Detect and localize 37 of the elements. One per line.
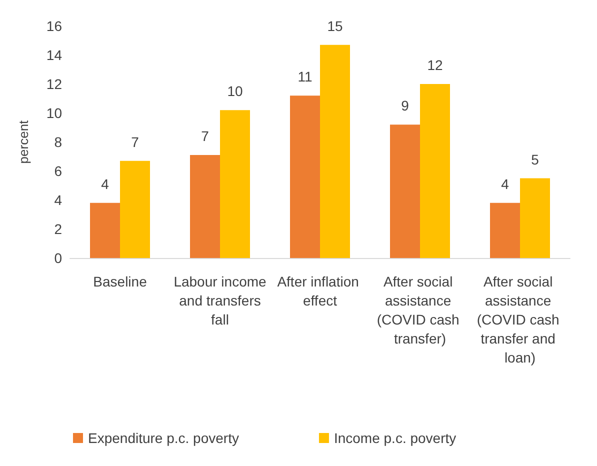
bar bbox=[190, 155, 220, 258]
data-label: 15 bbox=[327, 18, 343, 34]
data-label: 10 bbox=[227, 83, 243, 100]
bar bbox=[320, 44, 350, 258]
legend-label: Income p.c. poverty bbox=[334, 430, 456, 446]
y-axis-title: percent bbox=[16, 120, 31, 164]
legend-label: Expenditure p.c. poverty bbox=[88, 430, 239, 446]
bar bbox=[490, 202, 520, 258]
bar bbox=[90, 202, 120, 258]
y-tick-label: 10 bbox=[46, 105, 62, 121]
data-label: 9 bbox=[401, 98, 410, 114]
y-tick-label: 6 bbox=[54, 163, 62, 179]
bar bbox=[390, 124, 420, 258]
data-label: 11 bbox=[298, 68, 312, 85]
x-tick-label: After inflation effect bbox=[277, 274, 363, 308]
x-tick-label: Labour income and transfers fall bbox=[174, 274, 267, 328]
data-label: 7 bbox=[131, 134, 140, 150]
data-label: 5 bbox=[531, 151, 540, 168]
y-tick-label: 16 bbox=[46, 18, 62, 34]
x-tick-label: Baseline bbox=[93, 274, 148, 290]
y-tick-label: 12 bbox=[46, 76, 62, 92]
x-tick-label: After social assistance (COVID cash transfer and loan) bbox=[476, 274, 564, 366]
data-label: 4 bbox=[101, 176, 110, 192]
bar bbox=[520, 178, 550, 258]
y-tick-label: 8 bbox=[54, 134, 62, 150]
data-label: 7 bbox=[201, 128, 210, 144]
bar bbox=[290, 96, 320, 258]
data-label: 12 bbox=[427, 57, 443, 73]
bar bbox=[120, 160, 150, 258]
y-tick-label: 14 bbox=[46, 47, 62, 63]
y-tick-label: 0 bbox=[54, 250, 62, 266]
x-tick-label: After social assistance (COVID cash transfer) bbox=[376, 274, 464, 346]
y-tick-label: 4 bbox=[54, 192, 62, 208]
bar bbox=[420, 84, 450, 258]
data-label: 4 bbox=[501, 176, 510, 192]
y-tick-label: 2 bbox=[54, 221, 62, 237]
bar bbox=[220, 110, 250, 258]
